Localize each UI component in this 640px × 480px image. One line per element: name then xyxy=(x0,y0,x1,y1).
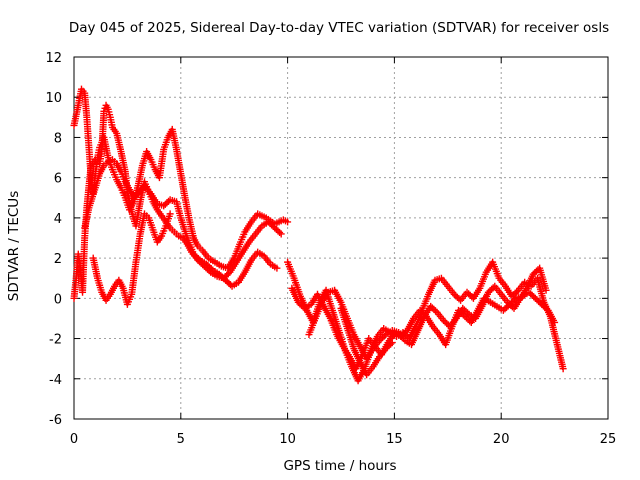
data-point xyxy=(165,197,173,205)
data-point xyxy=(194,255,202,263)
y-axis-label: SDTVAR / TECUs xyxy=(6,191,22,301)
data-point xyxy=(388,339,396,347)
data-point xyxy=(207,265,215,273)
chart-title: Day 045 of 2025, Sidereal Day-to-day VTE… xyxy=(69,20,609,36)
series-trace-3 xyxy=(81,156,281,290)
series-trace-7 xyxy=(305,264,550,363)
data-point xyxy=(432,307,440,315)
data-point xyxy=(542,286,550,294)
x-tick-label: 15 xyxy=(386,432,403,447)
data-point xyxy=(543,305,551,313)
data-point xyxy=(513,288,521,296)
data-point xyxy=(380,332,388,340)
x-tick-label: 25 xyxy=(600,432,617,447)
data-point xyxy=(402,328,410,336)
series-trace-8 xyxy=(337,304,396,379)
x-tick-label: 20 xyxy=(493,432,510,447)
data-point xyxy=(464,309,472,317)
data-point xyxy=(273,264,281,272)
y-tick-label: 2 xyxy=(54,252,62,267)
data-point xyxy=(224,270,232,278)
axis-ticks: -6 -4 -2 0 2 4 6 8 10 12 0 5 10 15 20 25 xyxy=(45,51,616,447)
y-tick-label: 0 xyxy=(54,292,62,307)
x-axis-label: GPS time / hours xyxy=(283,458,396,474)
y-tick-label: 10 xyxy=(45,91,62,106)
data-points xyxy=(70,85,567,385)
data-point xyxy=(551,318,559,326)
x-tick-label: 0 xyxy=(70,432,78,447)
y-tick-label: -4 xyxy=(49,373,62,388)
plot-frame xyxy=(73,56,609,420)
y-tick-label: 4 xyxy=(54,212,62,227)
y-tick-label: 8 xyxy=(54,131,62,146)
y-tick-label: 6 xyxy=(54,172,62,187)
data-point xyxy=(166,210,174,218)
data-point xyxy=(277,230,285,238)
x-tick-label: 10 xyxy=(279,432,296,447)
y-tick-label: -6 xyxy=(49,413,62,428)
data-point xyxy=(284,218,292,226)
series-trace-4 xyxy=(89,210,174,308)
data-point xyxy=(387,340,395,348)
y-tick-label: 12 xyxy=(45,51,62,66)
data-point xyxy=(559,365,567,373)
data-point xyxy=(276,228,284,236)
x-tick-label: 5 xyxy=(177,432,185,447)
y-tick-label: -2 xyxy=(49,333,62,348)
series-trace-5 xyxy=(284,258,567,385)
